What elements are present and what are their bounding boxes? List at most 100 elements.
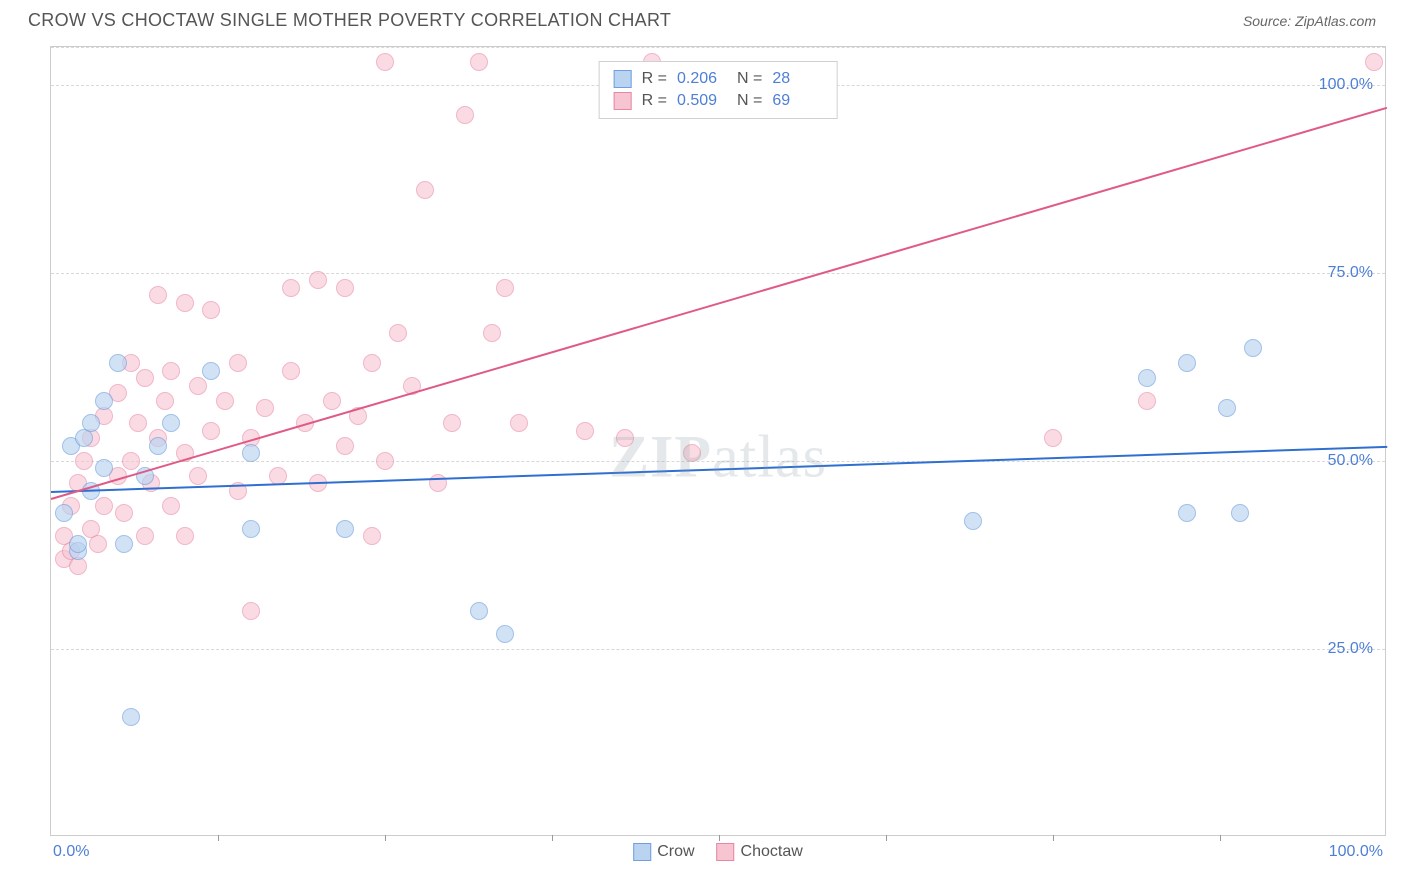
scatter-point-choctaw [75,452,93,470]
scatter-point-choctaw [115,504,133,522]
scatter-point-choctaw [336,437,354,455]
n-value-choctaw: 69 [772,92,822,110]
scatter-point-choctaw [389,324,407,342]
stats-row-crow: R = 0.206 N = 28 [614,68,823,90]
scatter-point-crow [1138,369,1156,387]
scatter-point-crow [1178,354,1196,372]
scatter-point-choctaw [336,279,354,297]
scatter-point-choctaw [496,279,514,297]
scatter-point-crow [1244,339,1262,357]
scatter-point-choctaw [416,181,434,199]
x-tick [886,835,887,841]
chart-header: CROW VS CHOCTAW SINGLE MOTHER POVERTY CO… [0,0,1406,37]
scatter-point-crow [115,535,133,553]
scatter-point-crow [149,437,167,455]
scatter-point-choctaw [1044,429,1062,447]
chart-plot-area: 25.0%50.0%75.0%100.0% ZIPatlas R = 0.206… [50,46,1386,836]
scatter-point-choctaw [282,362,300,380]
scatter-point-choctaw [363,354,381,372]
scatter-point-crow [162,414,180,432]
r-value-crow: 0.206 [677,70,727,88]
scatter-point-choctaw [443,414,461,432]
scatter-point-choctaw [309,271,327,289]
x-axis-label-min: 0.0% [53,843,89,861]
x-tick [1220,835,1221,841]
y-tick-label: 50.0% [1328,452,1373,470]
legend-label-choctaw: Choctaw [741,843,803,861]
scatter-point-choctaw [376,53,394,71]
scatter-point-choctaw [510,414,528,432]
x-axis-label-max: 100.0% [1329,843,1383,861]
scatter-point-choctaw [189,377,207,395]
scatter-point-choctaw [136,527,154,545]
scatter-point-choctaw [470,53,488,71]
gridline [51,273,1385,274]
scatter-point-choctaw [282,279,300,297]
scatter-point-crow [470,602,488,620]
scatter-point-choctaw [202,422,220,440]
scatter-point-crow [496,625,514,643]
scatter-point-choctaw [95,497,113,515]
y-tick-label: 25.0% [1328,640,1373,658]
scatter-point-choctaw [576,422,594,440]
scatter-point-choctaw [89,535,107,553]
scatter-point-choctaw [189,467,207,485]
scatter-point-crow [1231,504,1249,522]
scatter-point-crow [82,414,100,432]
scatter-point-choctaw [483,324,501,342]
y-tick-label: 75.0% [1328,264,1373,282]
scatter-point-choctaw [149,286,167,304]
legend-item-crow: Crow [633,843,694,861]
y-tick-label: 100.0% [1319,76,1373,94]
scatter-point-choctaw [162,362,180,380]
scatter-point-choctaw [122,452,140,470]
scatter-point-choctaw [323,392,341,410]
source-label: Source: ZipAtlas.com [1243,13,1376,29]
scatter-point-choctaw [136,369,154,387]
scatter-point-choctaw [242,602,260,620]
legend-label-crow: Crow [657,843,694,861]
scatter-point-choctaw [376,452,394,470]
scatter-point-crow [109,354,127,372]
x-tick [218,835,219,841]
scatter-point-choctaw [363,527,381,545]
trend-line-choctaw [51,107,1388,500]
stats-box: R = 0.206 N = 28 R = 0.509 N = 69 [599,61,838,119]
scatter-point-crow [242,520,260,538]
scatter-point-crow [55,504,73,522]
scatter-point-choctaw [229,354,247,372]
scatter-point-choctaw [129,414,147,432]
scatter-point-choctaw [256,399,274,417]
scatter-point-choctaw [202,301,220,319]
scatter-point-crow [336,520,354,538]
scatter-point-choctaw [683,444,701,462]
scatter-point-choctaw [176,294,194,312]
scatter-point-crow [1218,399,1236,417]
gridline [51,649,1385,650]
swatch-choctaw [717,843,735,861]
chart-title: CROW VS CHOCTAW SINGLE MOTHER POVERTY CO… [28,10,671,31]
gridline [51,47,1385,48]
scatter-point-choctaw [216,392,234,410]
scatter-point-choctaw [156,392,174,410]
x-tick [552,835,553,841]
n-value-crow: 28 [772,70,822,88]
stats-row-choctaw: R = 0.509 N = 69 [614,90,823,112]
scatter-point-choctaw [1365,53,1383,71]
legend: Crow Choctaw [633,843,803,861]
scatter-point-crow [1178,504,1196,522]
x-tick [1053,835,1054,841]
scatter-point-choctaw [456,106,474,124]
scatter-point-choctaw [176,527,194,545]
scatter-point-choctaw [1138,392,1156,410]
scatter-point-crow [964,512,982,530]
legend-item-choctaw: Choctaw [717,843,803,861]
x-tick [719,835,720,841]
x-tick [385,835,386,841]
scatter-point-crow [95,459,113,477]
scatter-point-crow [202,362,220,380]
scatter-point-crow [242,444,260,462]
scatter-point-crow [69,535,87,553]
scatter-point-crow [122,708,140,726]
scatter-point-choctaw [162,497,180,515]
